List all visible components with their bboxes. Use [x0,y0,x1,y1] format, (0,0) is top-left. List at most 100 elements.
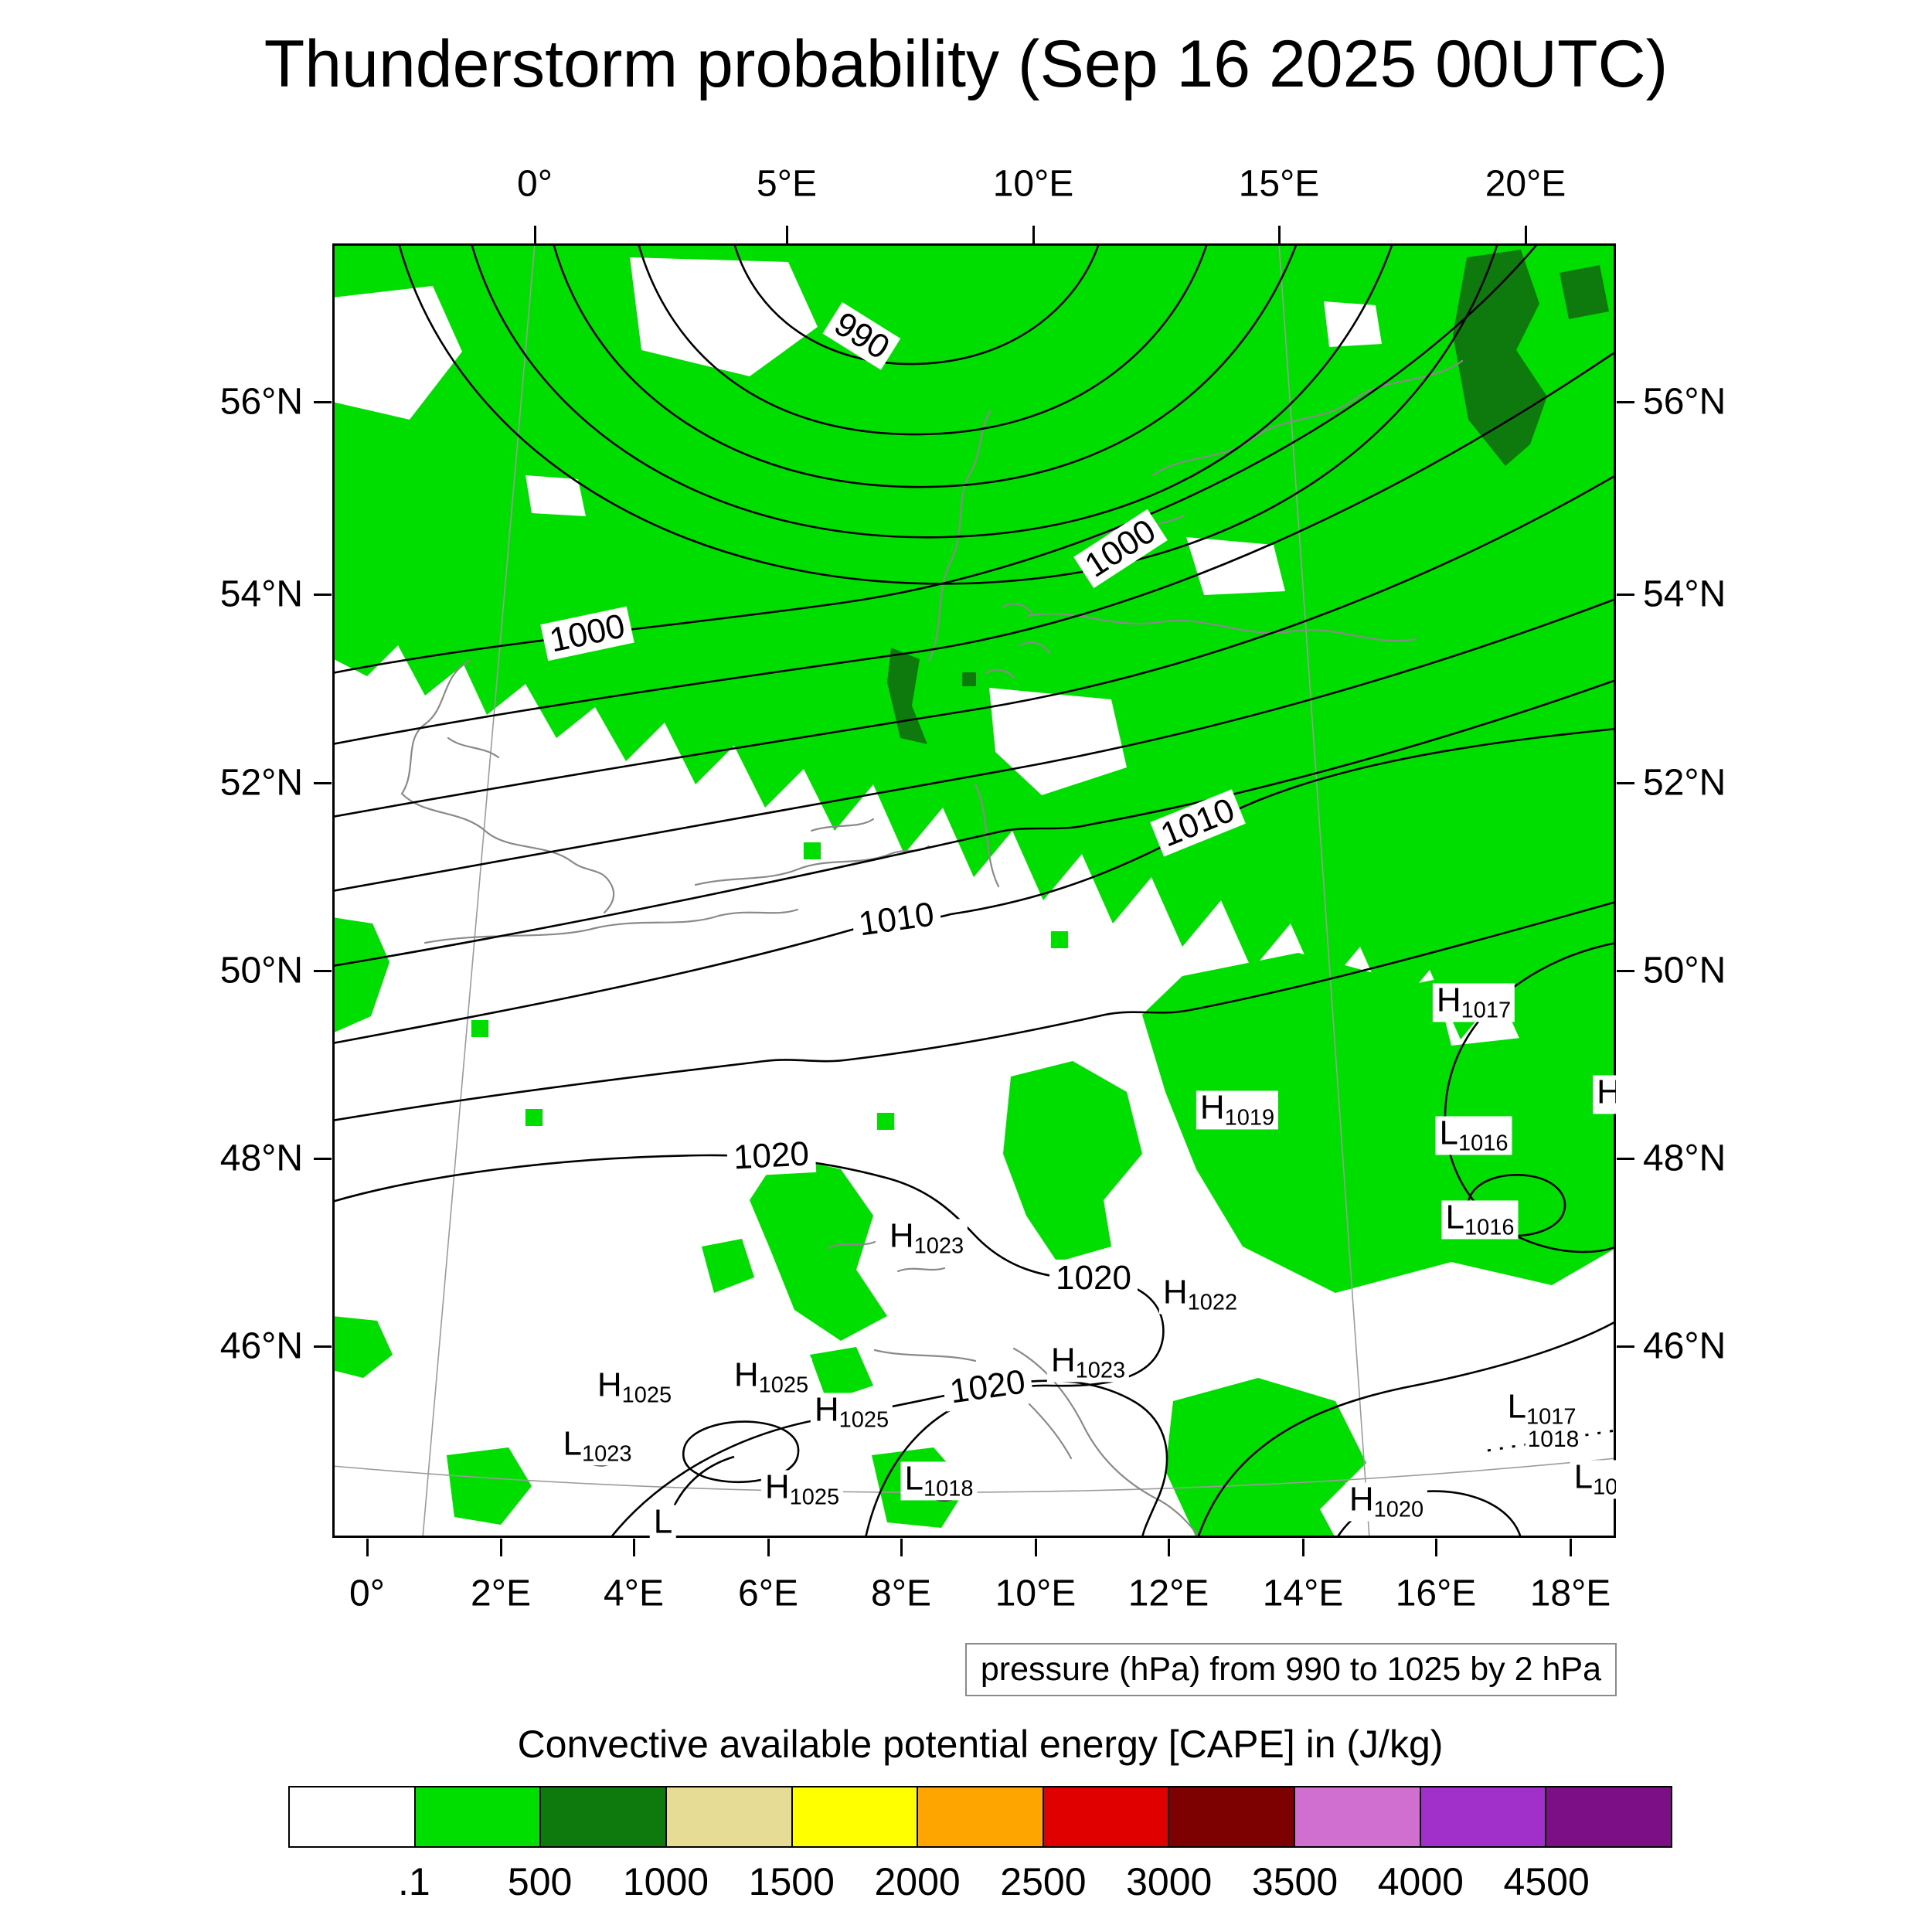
axis-tick-right [1617,782,1634,784]
pressure-value: 1019 [1224,1105,1275,1131]
pressure-value: 1025 [621,1383,672,1408]
pressure-letter: H [1162,1273,1188,1311]
pressure-center-label: H1022 [1158,1273,1242,1315]
pressure-value: 10 [1593,1475,1616,1500]
axis-tick-label-right: 54°N [1643,573,1726,615]
contour-line-label: 1020 [1049,1259,1138,1298]
coastline [873,1349,977,1362]
axis-tick-label-bottom: 8°E [871,1573,931,1614]
pressure-center-label: L1023 [559,1424,636,1467]
pressure-letter: L [904,1459,923,1498]
pressure-contour [1196,1320,1616,1538]
axis-tick-label-top: 10°E [992,163,1074,205]
colorbar-cell [290,1787,416,1846]
axis-tick-left [314,1158,332,1160]
colorbar-tick-label: 2500 [1000,1860,1087,1903]
cape-region-dark [1560,265,1609,319]
cape-region-dark [962,672,976,686]
pressure-letter: H [814,1390,839,1429]
pressure-contour [332,900,1616,1122]
colorbar-tick-label: 2000 [874,1860,961,1903]
axis-tick-bottom [1035,1539,1037,1556]
pressure-center-label: L [649,1505,677,1538]
map-area: 990 1000 1000 1010 1010 1020 1020 1020 H1017 H H10… [332,243,1616,1538]
axis-tick-label-bottom: 18°E [1529,1573,1611,1614]
map-border [332,243,1616,1538]
pressure-contour [397,243,1499,585]
pressure-value: 1025 [789,1485,840,1510]
axis-tick-label-left: 50°N [219,950,303,992]
axis-tick-label-left: 48°N [219,1138,303,1179]
coastline [447,736,500,759]
pressure-value: 1016 [1458,1131,1509,1156]
axis-tick-label-bottom: 12°E [1128,1573,1209,1614]
colorbar-tick-label: 4000 [1377,1860,1464,1903]
axis-tick-label-top: 0° [517,163,553,205]
colorbar-cell [541,1787,667,1846]
pressure-letter: H [597,1366,622,1404]
colorbar-tick-label: .1 [397,1860,430,1903]
coastline [827,1240,946,1273]
pressure-value: 1023 [581,1441,632,1467]
colorbar-tick-label: 500 [507,1860,573,1903]
axis-tick-bottom [1168,1539,1170,1556]
pressure-value: 1017 [1526,1404,1577,1430]
cape-region [526,1109,543,1126]
pressure-contour [332,679,1616,968]
pressure-center-label: H [1593,1075,1616,1114]
axis-tick-label-right: 46°N [1643,1325,1726,1367]
pressure-center-label: L1018 [900,1459,978,1501]
axis-tick-label-bottom: 4°E [604,1573,664,1614]
axis-tick-right [1617,1158,1634,1160]
coastline [400,659,615,914]
cape-region [1186,1043,1203,1060]
pressure-center-label: L1016 [1435,1116,1512,1156]
axis-tick-label-left: 46°N [219,1325,303,1367]
axis-tick-left [314,401,332,403]
graticule-line [1278,243,1370,1538]
colorbar [288,1786,1672,1848]
pressure-center-label: L1017 [1503,1389,1580,1430]
pressure-value: 1017 [1461,998,1512,1023]
pressure-letter: L [1445,1198,1464,1236]
axis-tick-bottom [1302,1539,1304,1556]
pressure-letter: H [1436,981,1461,1019]
pressure-contour [332,474,1616,818]
pressure-letter: H [1050,1341,1076,1379]
pressure-letter: L [1573,1458,1594,1496]
axis-tick-bottom [900,1539,903,1556]
axis-tick-label-bottom: 10°E [995,1573,1077,1614]
colorbar-cell [1169,1787,1296,1846]
axis-tick-label-bottom: 14°E [1262,1573,1344,1614]
axis-tick-label-right: 56°N [1643,381,1726,423]
coastline [927,409,992,662]
map-svg [332,243,1616,1538]
pressure-value: 1023 [913,1233,964,1259]
cape-region [877,1113,894,1130]
axis-tick-label-bottom: 16°E [1395,1573,1477,1614]
cape-region [447,1447,532,1525]
axis-tick-top [1525,226,1527,243]
pressure-value: 1025 [758,1372,809,1398]
cape-region [750,1155,887,1341]
pressure-letter: H [1597,1073,1616,1111]
cape-shading-group [332,243,1616,1538]
contour-info-caption: pressure (hPa) from 990 to 1025 by 2 hPa [964,1643,1617,1696]
coastline [1026,613,1417,642]
cape-region [804,842,821,859]
axis-tick-label-bottom: 0° [349,1573,385,1614]
coastline [1151,359,1464,477]
axis-tick-label-top: 5°E [757,163,817,205]
axis-tick-bottom [1570,1539,1572,1556]
pressure-center-label: L1016 [1441,1198,1519,1240]
contour-line-label: 1020 [726,1134,817,1178]
cape-region [603,680,620,697]
colorbar-cell [1043,1787,1170,1846]
colorbar-cell [918,1787,1044,1846]
pressure-letter: L [563,1424,582,1463]
colorbar-tick-label: 1500 [748,1860,835,1903]
axis-tick-label-right: 48°N [1643,1138,1726,1179]
pressure-contour [470,243,1394,539]
axis-tick-bottom [500,1539,502,1556]
pressure-value: 1022 [1187,1290,1238,1315]
